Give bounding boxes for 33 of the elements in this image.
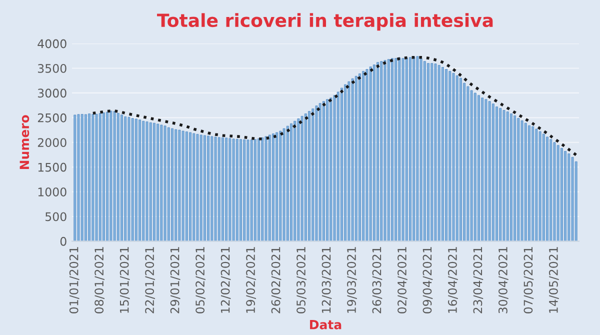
- y-axis-title: Numero: [20, 115, 30, 170]
- x-tick-label: 16/04/2021: [448, 247, 458, 313]
- x-tick-label: 08/01/2021: [94, 247, 104, 314]
- x-tick-label: 19/02/2021: [246, 247, 256, 313]
- y-tick-label: 0: [60, 236, 66, 246]
- y-tick-label: 1000: [38, 188, 66, 196]
- x-tick-label: 29/01/2021: [170, 247, 180, 314]
- y-tick-label: 3500: [38, 64, 66, 73]
- x-tick-label: 19/03/2021: [347, 247, 357, 313]
- x-tick-label: 12/02/2021: [220, 247, 231, 313]
- x-axis-title: Data: [310, 320, 342, 330]
- x-tick-label: 15/01/2021: [120, 247, 130, 313]
- chart-title: Totale ricoveri in terapia intesiva: [157, 13, 493, 31]
- x-tick-label: 05/02/2021: [196, 247, 206, 314]
- y-tick-label: 500: [46, 212, 66, 222]
- y-tick-label: 2000: [38, 138, 66, 148]
- x-tick-label: 12/03/2021: [322, 247, 332, 313]
- line-series: [92, 56, 578, 156]
- x-tick-label: 26/02/2021: [271, 247, 282, 314]
- x-tick-label: 02/04/2021: [398, 247, 408, 314]
- y-tick-label: 2500: [38, 113, 66, 122]
- x-tick-label: 05/03/2021: [296, 247, 306, 314]
- x-tick-label: 09/04/2021: [422, 247, 433, 314]
- x-tick-label: 14/05/2021: [548, 247, 559, 313]
- x-tick-label: 26/03/2021: [372, 247, 382, 314]
- y-tick-label: 4000: [38, 39, 66, 48]
- x-tick-label: 30/04/2021: [498, 247, 508, 314]
- x-tick-label: 23/04/2021: [473, 247, 484, 314]
- x-tick-label: 22/01/2021: [145, 247, 155, 314]
- y-tick-label: 3000: [38, 88, 66, 98]
- x-tick-label: 07/05/2021: [524, 247, 534, 314]
- x-tick-label: 01/01/2021: [69, 247, 80, 314]
- y-tick-label: 1500: [38, 162, 66, 172]
